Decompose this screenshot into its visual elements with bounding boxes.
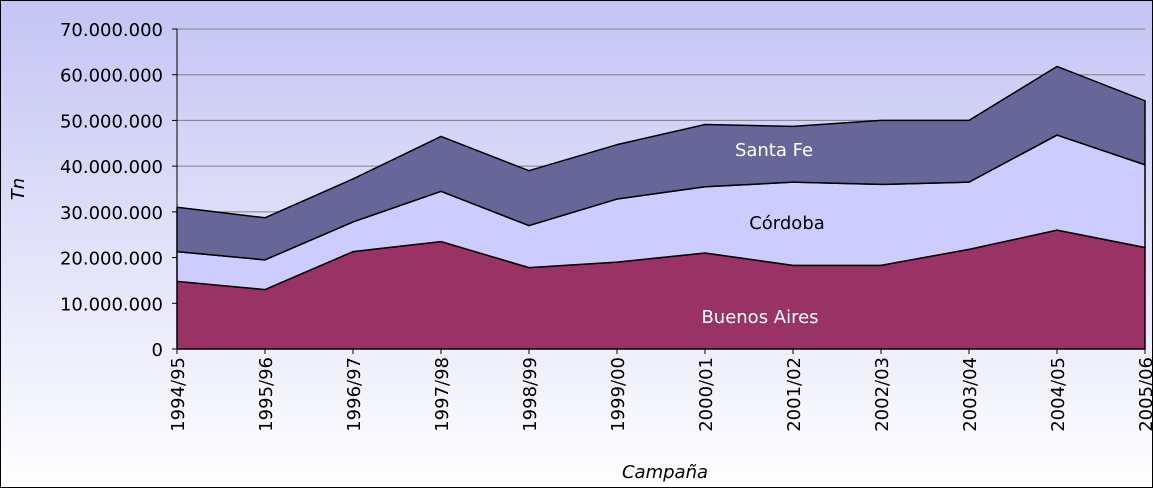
y-tick-label: 30.000.000 <box>60 203 163 224</box>
y-tick-label: 20.000.000 <box>60 249 163 270</box>
x-tick-label: 2000/01 <box>696 357 717 432</box>
x-tick-label: 2005/06 <box>1136 357 1153 432</box>
series-label: Buenos Aires <box>701 307 818 328</box>
y-tick-label: 10.000.000 <box>60 294 163 315</box>
series-label: Santa Fe <box>735 140 813 161</box>
x-tick-label: 2001/02 <box>784 357 805 432</box>
area <box>176 65 1146 261</box>
x-tick-label: 2004/05 <box>1048 357 1069 432</box>
y-tick-label: 50.000.000 <box>60 111 163 132</box>
x-axis-label: Campaña <box>622 462 708 483</box>
y-tick-label: 60.000.000 <box>60 66 163 87</box>
y-tick-label: 40.000.000 <box>60 157 163 178</box>
series-label: Córdoba <box>749 213 825 234</box>
x-tick-label: 1998/99 <box>520 357 541 432</box>
y-axis-label: Tn <box>8 178 29 200</box>
x-tick-label: 1995/96 <box>256 357 277 432</box>
y-tick-label: 0 <box>152 340 163 361</box>
x-tick-label: 1997/98 <box>432 357 453 432</box>
y-tick-label: 70.000.000 <box>60 20 163 41</box>
x-tick-label: 1999/00 <box>608 357 629 432</box>
x-tick-label: 1996/97 <box>344 357 365 432</box>
x-tick-label: 2003/04 <box>960 357 981 432</box>
x-tick-label: 2002/03 <box>872 357 893 432</box>
x-tick-label: 1994/95 <box>168 357 189 432</box>
